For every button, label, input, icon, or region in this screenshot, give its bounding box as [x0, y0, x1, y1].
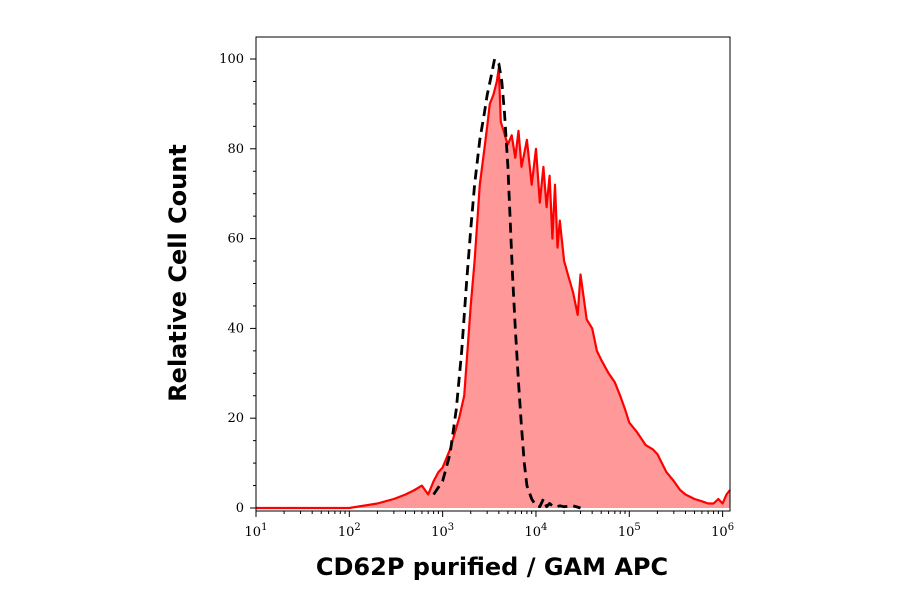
- control-dashed-line: [432, 57, 581, 510]
- y-tick-label: 0: [236, 501, 244, 516]
- y-axis-title: Relative Cell Count: [164, 144, 192, 402]
- x-axis: 101 102 103 104 105 106: [245, 511, 734, 540]
- y-tick-label: 100: [219, 52, 244, 67]
- x-tick-label: 103: [431, 522, 454, 540]
- x-tick-label: 105: [618, 522, 641, 540]
- x-tick-label: 101: [245, 522, 268, 540]
- y-axis: 0 20 40 60 80 100: [219, 52, 256, 516]
- series-layer: [256, 57, 731, 510]
- x-tick-label: 106: [711, 522, 734, 540]
- series-fill: [256, 68, 730, 508]
- x-tick-label: 104: [525, 522, 548, 540]
- x-tick-label: 102: [338, 522, 361, 540]
- plot-frame: [255, 36, 731, 512]
- x-axis-title: CD62P purified / GAM APC: [316, 553, 668, 581]
- y-tick-label: 40: [227, 321, 244, 336]
- y-tick-label: 60: [227, 232, 244, 247]
- series-line: [256, 66, 731, 510]
- y-tick-label: 20: [227, 411, 244, 426]
- y-tick-label: 80: [227, 142, 244, 157]
